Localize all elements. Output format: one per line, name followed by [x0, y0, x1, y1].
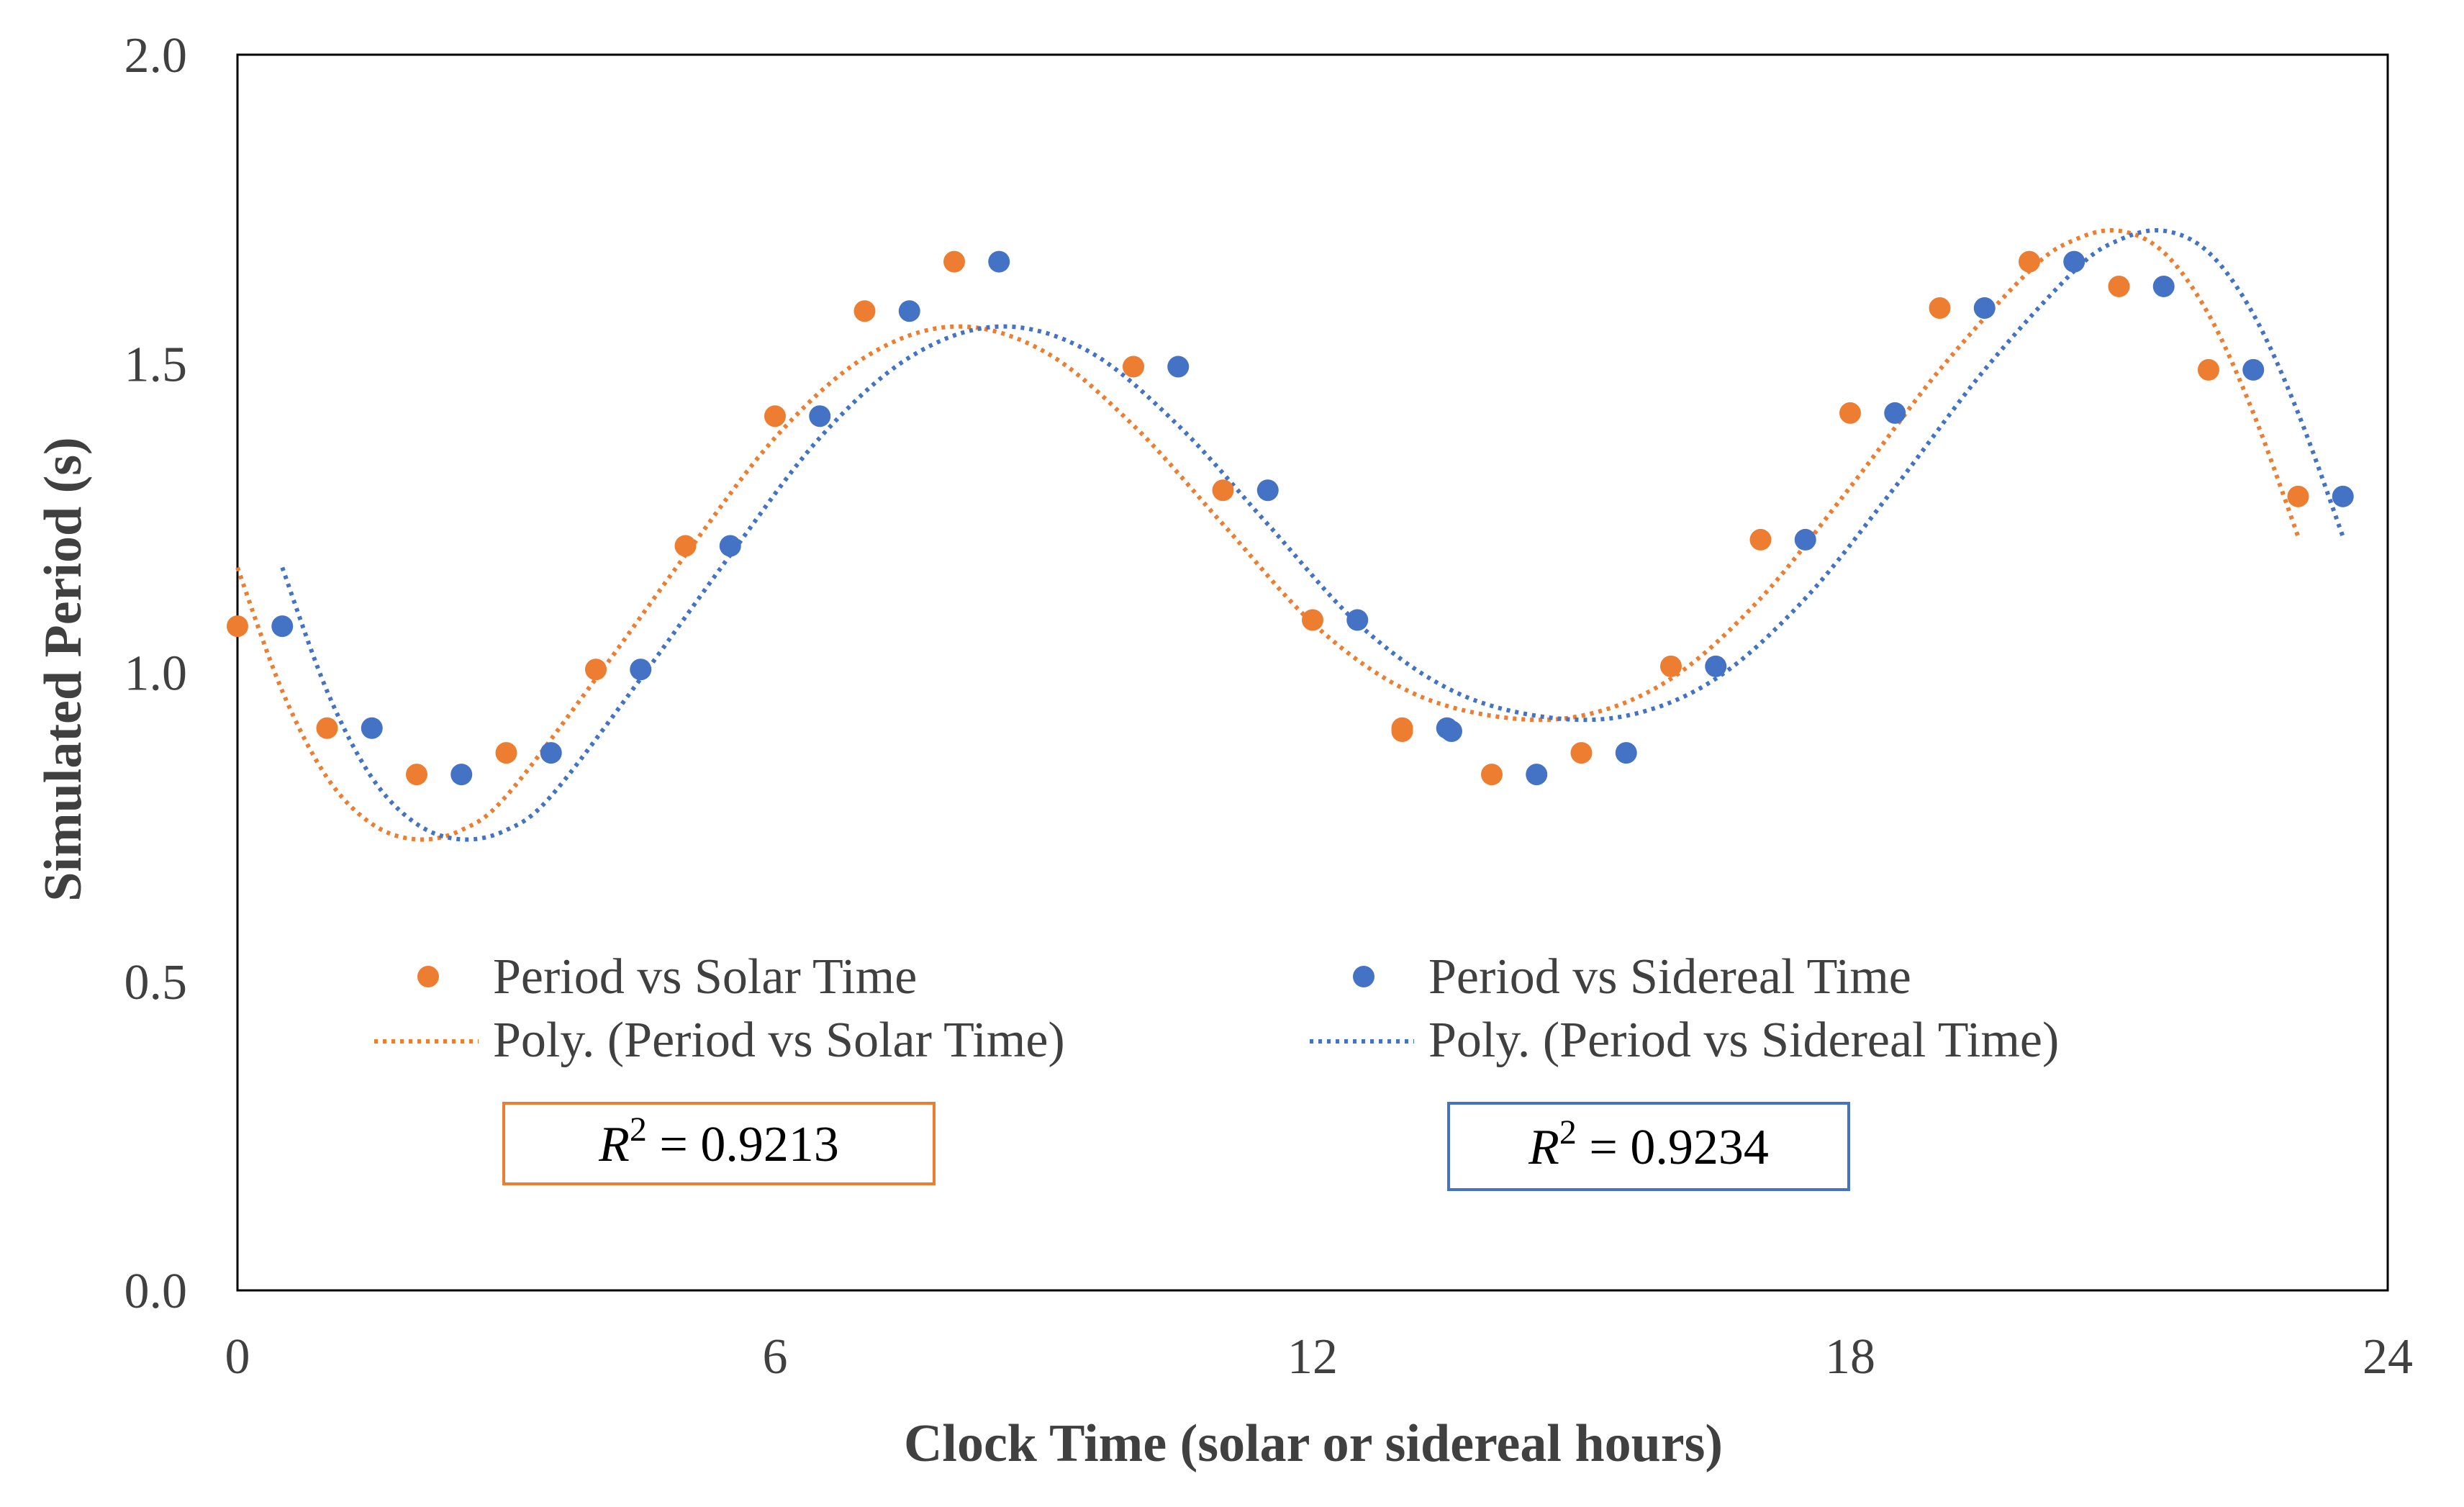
data-point	[1929, 297, 1951, 319]
data-point	[1839, 402, 1861, 424]
data-point	[2198, 358, 2219, 381]
data-point	[1123, 356, 1144, 378]
y-tick-label: 0.0	[124, 1264, 188, 1319]
x-tick-label: 18	[1825, 1329, 1875, 1385]
x-tick-label: 6	[763, 1329, 788, 1385]
r-squared-label: R2 = 0.9213	[598, 1110, 839, 1172]
data-point	[988, 250, 1010, 273]
legend-label: Period vs Solar Time	[493, 949, 917, 1005]
data-point	[1440, 720, 1462, 743]
data-point	[540, 742, 562, 764]
data-point	[361, 717, 383, 739]
data-point	[719, 535, 741, 557]
data-point	[2152, 275, 2175, 297]
legend-marker	[417, 966, 439, 987]
data-point	[630, 659, 652, 681]
data-point	[898, 300, 920, 322]
y-tick-label: 1.5	[124, 337, 188, 392]
data-point	[585, 659, 607, 681]
data-point	[2019, 250, 2040, 273]
y-tick-label: 0.5	[124, 955, 188, 1010]
r-squared-label: R2 = 0.9234	[1528, 1113, 1769, 1175]
data-point	[2063, 250, 2085, 273]
plot-area-border	[236, 53, 2389, 1292]
data-point	[1391, 720, 1413, 743]
data-point	[2332, 485, 2354, 507]
x-tick-label: 12	[1287, 1329, 1338, 1385]
data-point	[406, 764, 427, 786]
data-point	[1346, 609, 1369, 631]
data-point	[1570, 742, 1593, 764]
data-point	[809, 405, 831, 427]
data-point	[764, 405, 786, 427]
legend-label: Poly. (Period vs Sidereal Time)	[1428, 1013, 2059, 1068]
data-point	[1794, 528, 1816, 551]
data-point	[1615, 742, 1637, 764]
data-point	[2242, 358, 2265, 381]
x-tick-label: 24	[2363, 1329, 2413, 1385]
data-point	[450, 764, 473, 786]
data-point	[2287, 485, 2309, 507]
data-point	[1256, 479, 1279, 502]
data-point	[1705, 655, 1727, 677]
data-point	[1167, 356, 1190, 378]
y-tick-label: 2.0	[124, 28, 188, 83]
data-point	[943, 250, 965, 273]
data-point	[316, 717, 338, 739]
data-point	[2108, 275, 2130, 297]
trendline-series	[235, 228, 2301, 842]
data-point	[271, 615, 294, 638]
legend-marker	[1353, 966, 1374, 987]
r-squared-box	[502, 1102, 936, 1185]
data-point	[1884, 402, 1906, 424]
data-point	[1302, 609, 1323, 631]
data-point	[1212, 479, 1234, 502]
legend-label: Poly. (Period vs Solar Time)	[493, 1013, 1065, 1068]
data-point	[495, 742, 517, 764]
data-point	[1660, 655, 1682, 677]
data-point	[1481, 764, 1503, 786]
data-point	[1973, 297, 1996, 319]
r-squared-box	[1447, 1102, 1850, 1191]
data-point	[1526, 764, 1548, 786]
data-point	[1749, 528, 1772, 551]
legend-label: Period vs Sidereal Time	[1428, 949, 1911, 1005]
x-axis-title: Clock Time (solar or sidereal hours)	[904, 1414, 1723, 1473]
x-tick-label: 0	[225, 1329, 250, 1385]
data-point	[853, 300, 876, 322]
trendline-series	[280, 228, 2345, 842]
data-point	[674, 535, 697, 557]
y-tick-label: 1.0	[124, 646, 188, 702]
data-point	[227, 615, 248, 638]
y-axis-title: Simulated Period (s)	[34, 437, 93, 901]
